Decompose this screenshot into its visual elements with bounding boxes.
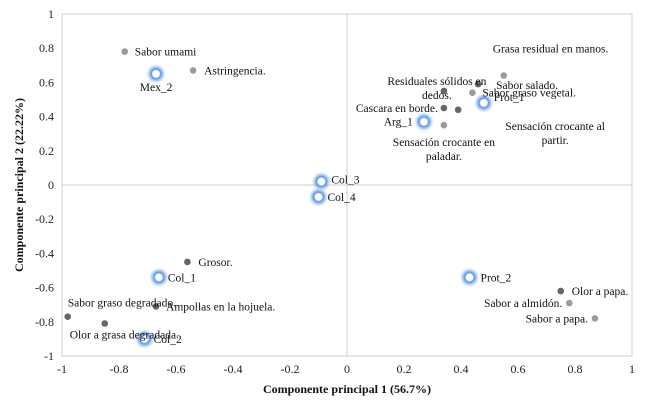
x-tick-label: -0.2 [281, 362, 300, 376]
attribute-label: Sabor graso vegetal. [482, 88, 576, 100]
data-points [64, 48, 599, 349]
sample-point [311, 171, 332, 192]
attribute-point [454, 106, 462, 114]
sample-point [308, 186, 329, 207]
y-tick-label: 0 [48, 178, 54, 192]
attribute-point [64, 313, 71, 320]
attribute-label: Olor a papa. [572, 286, 629, 298]
sample-label: Col_4 [328, 192, 356, 204]
sample-point [148, 267, 169, 288]
attribute-label: Sabor salado. [496, 80, 558, 92]
x-tick-label: 0.2 [397, 362, 412, 376]
attribute-point [189, 67, 197, 74]
x-tick-label: 1 [629, 362, 635, 376]
attribute-point [591, 315, 599, 322]
y-tick-label: -1 [44, 349, 54, 363]
x-tick-label: 0.8 [568, 362, 583, 376]
x-tick-label: 0.6 [511, 362, 526, 376]
attribute-point [440, 87, 448, 95]
attribute-label: Grosor. [198, 257, 232, 269]
attribute-point [440, 121, 448, 129]
axes [62, 14, 632, 356]
sample-point [473, 92, 494, 113]
attribute-point [101, 320, 109, 327]
attribute-label: Sabor umami [135, 47, 197, 59]
y-tick-label: 0.2 [39, 144, 54, 158]
sample-point [459, 267, 480, 288]
attribute-label: Residuales sólidos en dedos. [387, 76, 486, 102]
y-tick-label: 1 [48, 7, 54, 21]
sample-label: Col_1 [168, 272, 196, 284]
attribute-point [152, 303, 160, 310]
sample-label: Col_2 [154, 334, 182, 346]
y-axis-title: Componente principal 2 (22.22%) [12, 98, 26, 272]
attribute-point [440, 104, 448, 112]
x-tick-label: -1 [57, 362, 67, 376]
sample-point [413, 111, 434, 132]
x-tick-label: -0.6 [167, 362, 186, 376]
attribute-label: Astringencia. [204, 65, 266, 77]
attribute-point [566, 299, 573, 307]
sample-label: Col_3 [331, 175, 359, 187]
sample-point [146, 63, 167, 84]
sample-label: Prot_2 [481, 272, 512, 284]
x-tick-label: -0.8 [110, 362, 129, 376]
x-axis-title: Componente principal 1 (56.7%) [263, 382, 431, 396]
attribute-label: Sabor graso degradado. [68, 298, 176, 310]
attribute-point [557, 287, 565, 295]
attribute-point [500, 72, 508, 79]
x-tick-label: -0.4 [224, 362, 243, 376]
y-tick-label: -0.8 [35, 315, 54, 329]
y-tick-label: -0.6 [35, 281, 54, 295]
sample-label: Arg_1 [384, 117, 413, 129]
attribute-label: Ampollas en la hojuela. [166, 301, 275, 313]
x-tick-label: 0.4 [454, 362, 469, 376]
attribute-label: Sensación crocante en paladar. [393, 137, 495, 163]
attribute-label: Cascara en borde. [356, 103, 438, 115]
point-labels: Sabor umami Astringencia. Grasa residual e… [68, 44, 629, 346]
attribute-label: Sensación crocante al partir. [505, 121, 605, 147]
y-tick-label: 0.8 [39, 41, 54, 55]
y-tick-label: 0.6 [39, 75, 54, 89]
attribute-point [184, 258, 191, 266]
attribute-label: Sabor a almidón. [484, 298, 562, 310]
tick-labels: -1 -0.8 -0.6 -0.4 -0.2 0 0.2 0.4 0.6 0.8 1 -1 -0.8 -0… [35, 7, 635, 376]
y-tick-label: -0.2 [35, 212, 54, 226]
attribute-label: Sabor a papa. [526, 313, 588, 325]
attribute-point [121, 48, 128, 55]
sample-label: Mex_2 [140, 82, 173, 94]
sample-point [134, 328, 155, 349]
attribute-point [474, 80, 482, 88]
attribute-label: Grasa residual en manos. [493, 44, 609, 56]
attribute-label: Olor a grasa degradada. [70, 330, 179, 342]
y-tick-label: 0.4 [39, 110, 54, 124]
sample-label: Prot_1 [494, 92, 525, 104]
y-tick-label: -0.4 [35, 246, 54, 260]
attribute-point [469, 89, 476, 96]
x-tick-label: 0 [344, 362, 350, 376]
